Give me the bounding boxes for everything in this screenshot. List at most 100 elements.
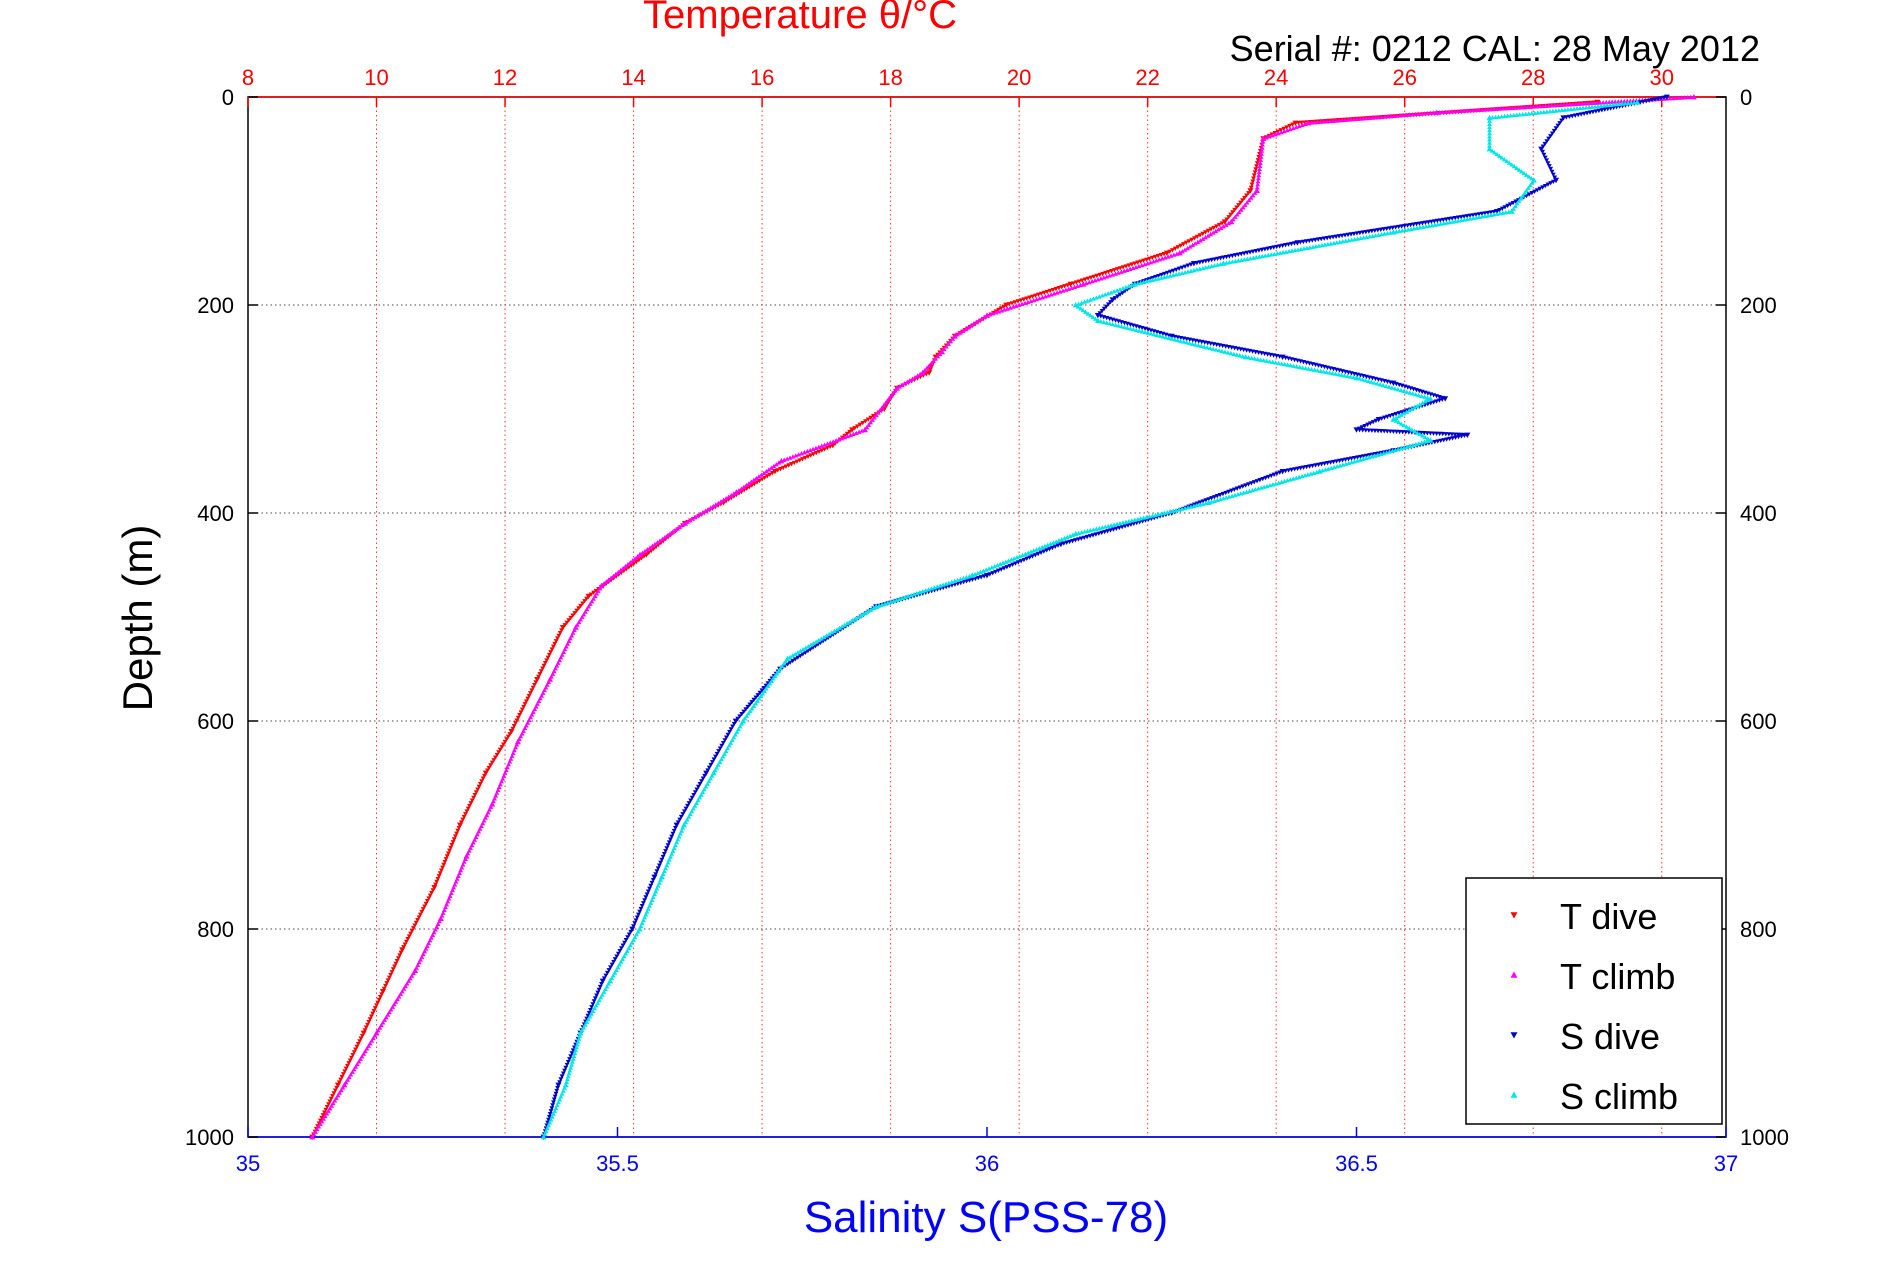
data-point-fill <box>1238 207 1244 212</box>
data-point-fill <box>1254 161 1260 166</box>
data-point-fill <box>1453 218 1458 224</box>
data-point-fill <box>596 987 602 993</box>
data-point-fill <box>1504 158 1510 164</box>
data-point-fill <box>981 568 986 573</box>
data-point-fill <box>748 479 754 484</box>
data-point-fill <box>546 1114 552 1120</box>
data-point-fill <box>486 765 492 771</box>
data-point-fill <box>502 739 508 745</box>
data-point-fill <box>781 661 787 666</box>
data-point-fill <box>1545 182 1551 187</box>
data-point-fill <box>819 443 825 448</box>
data-point-fill <box>1300 365 1305 370</box>
data-point-fill <box>728 492 734 498</box>
data-point-fill <box>378 1022 384 1028</box>
data-point-fill <box>690 516 696 521</box>
data-point-fill <box>1514 165 1520 170</box>
data-point-fill <box>776 460 782 465</box>
data-point-fill <box>319 1119 325 1124</box>
data-point-fill <box>883 400 889 405</box>
y-tick-label: 1000 <box>185 1125 234 1150</box>
data-point-fill <box>1603 99 1609 105</box>
data-point-fill <box>1600 100 1606 105</box>
data-point-fill <box>494 752 500 758</box>
data-point-fill <box>1679 95 1685 100</box>
data-point-fill <box>377 995 383 1000</box>
y-tick-label-right: 800 <box>1740 917 1777 942</box>
data-point-fill <box>546 1117 551 1123</box>
data-point-fill <box>1250 255 1256 260</box>
data-point-fill <box>730 724 736 729</box>
data-point-fill <box>912 374 918 380</box>
data-point-fill <box>651 546 657 552</box>
data-point-fill <box>635 929 641 934</box>
data-point-fill <box>1345 117 1351 122</box>
data-point-fill <box>350 1069 355 1074</box>
data-point-fill <box>334 1085 340 1091</box>
data-point-fill <box>871 414 876 419</box>
data-point-fill <box>1426 223 1432 228</box>
data-point-fill <box>1258 157 1264 162</box>
legend-marker <box>1510 1091 1518 1098</box>
data-point-fill <box>459 820 464 825</box>
data-point-fill <box>1538 109 1544 115</box>
data-point-fill <box>1190 242 1196 248</box>
data-point-fill <box>626 932 632 937</box>
data-point-fill <box>1252 170 1258 175</box>
data-point-fill <box>623 938 629 943</box>
data-point-fill <box>1198 343 1204 348</box>
data-point-fill <box>783 464 789 469</box>
x-top-tick-label: 10 <box>364 65 388 90</box>
x-top-tick-label: 18 <box>878 65 902 90</box>
y-tick-label: 800 <box>197 917 234 942</box>
data-point-fill <box>1133 327 1139 332</box>
data-point-fill <box>615 951 621 957</box>
data-point-fill <box>377 1025 383 1030</box>
data-point-fill <box>727 730 732 735</box>
data-point-fill <box>1497 106 1503 111</box>
data-point-fill <box>751 477 757 482</box>
data-point-fill <box>1311 470 1317 475</box>
data-point-fill <box>557 1080 563 1085</box>
data-point-fill <box>385 978 391 983</box>
data-point-fill <box>1041 549 1047 554</box>
data-point-fill <box>1113 271 1118 276</box>
data-point-fill <box>955 577 961 583</box>
data-point-fill <box>935 354 941 359</box>
data-point-fill <box>910 376 915 381</box>
data-point-fill <box>1531 104 1536 109</box>
data-point-fill <box>618 567 624 573</box>
data-point-fill <box>1159 275 1164 280</box>
data-point-fill <box>1491 106 1497 112</box>
data-point <box>534 677 541 683</box>
data-point-fill <box>665 533 670 538</box>
data-point-fill <box>1327 118 1333 124</box>
data-point-fill <box>491 758 497 763</box>
data-point-fill <box>1282 361 1287 367</box>
data-point-fill <box>1050 540 1056 545</box>
data-point-fill <box>1413 441 1419 447</box>
data-point-fill <box>379 992 385 997</box>
data-point-fill <box>386 1009 392 1015</box>
data-point-fill <box>687 517 693 523</box>
data-point-fill <box>1028 298 1034 304</box>
data-point-fill <box>1315 368 1320 373</box>
data-point-fill <box>1069 285 1075 290</box>
data-point-fill <box>1000 560 1006 565</box>
data-point-fill <box>1544 139 1550 144</box>
data-point-fill <box>1258 357 1264 362</box>
data-point-fill <box>1215 497 1220 503</box>
data-point-fill <box>1228 350 1234 356</box>
data-point-fill <box>562 1068 567 1073</box>
data-point-fill <box>1232 207 1238 213</box>
data-point-fill <box>558 1077 564 1082</box>
data-point-fill <box>1203 500 1209 506</box>
data-point-fill <box>1548 134 1553 139</box>
data-point-fill <box>1364 115 1369 121</box>
data-point-fill <box>973 319 979 325</box>
data-point-fill <box>1670 95 1676 101</box>
data-point-fill <box>1259 148 1265 153</box>
data-point-fill <box>553 1091 559 1097</box>
data-point-fill <box>557 630 563 636</box>
data-point-fill <box>1271 251 1277 257</box>
